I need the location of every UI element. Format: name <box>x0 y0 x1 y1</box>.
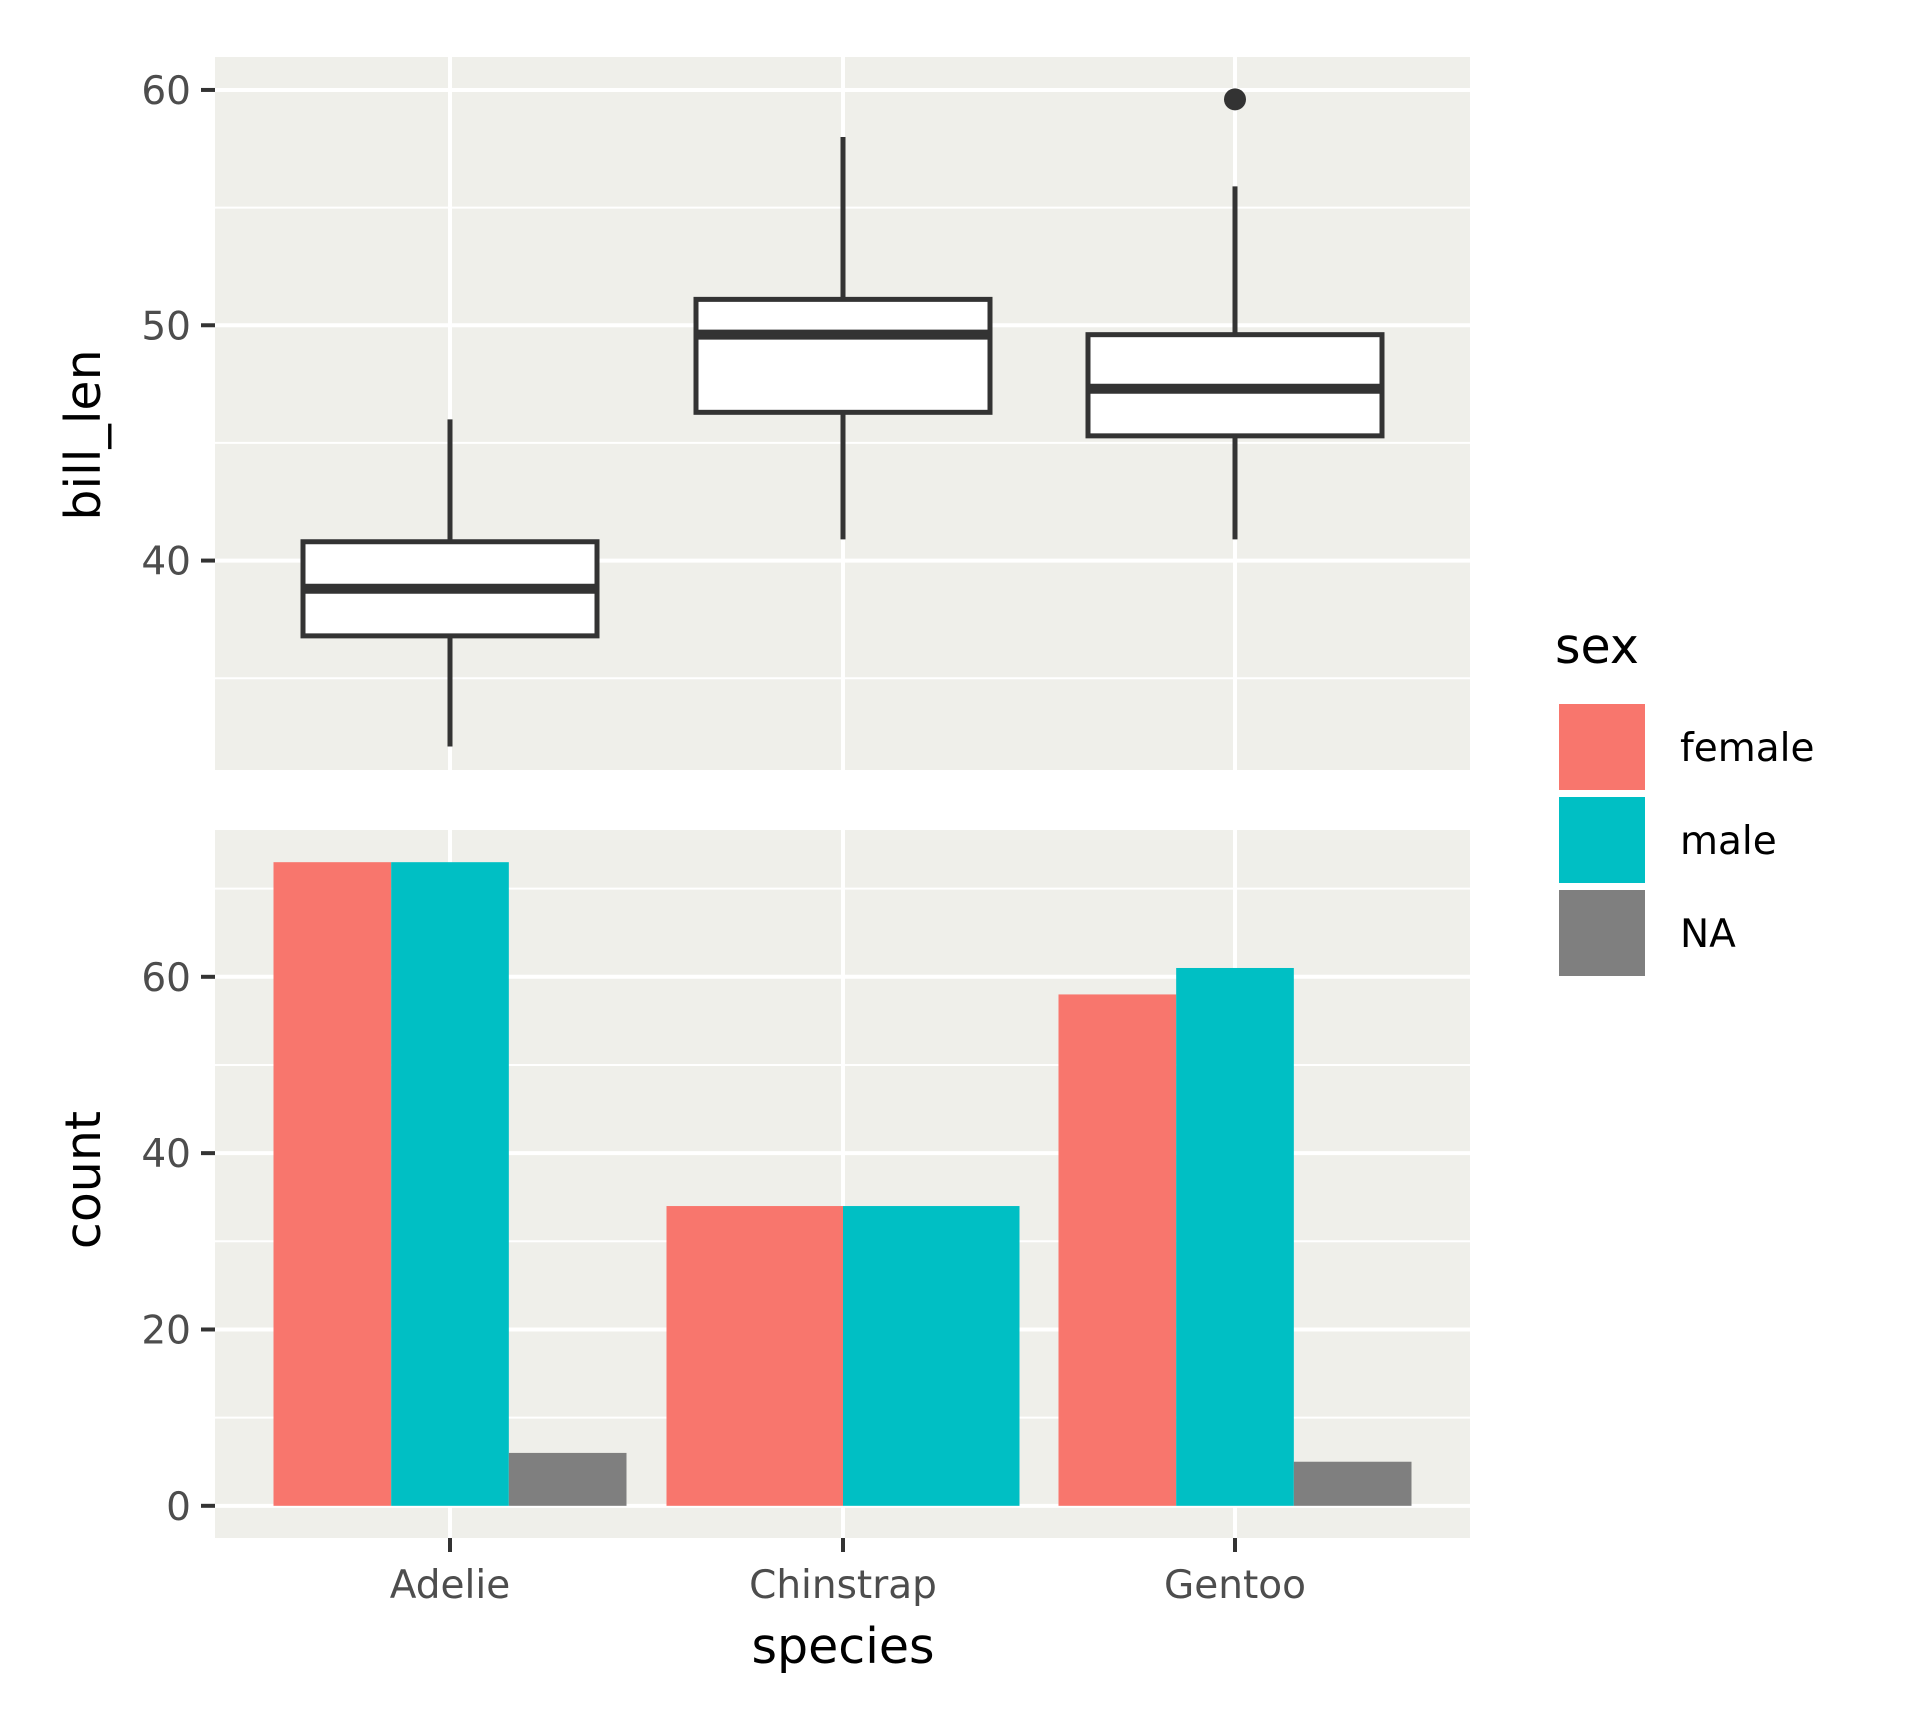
x-tick-label-adelie: Adelie <box>390 1563 510 1608</box>
barchart-y-tick-label: 40 <box>141 1132 191 1177</box>
legend-label-female: female <box>1680 726 1814 771</box>
boxplot-panel: 40 50 60 <box>141 57 1470 770</box>
box-gentoo <box>1085 88 1385 540</box>
y-axis-title-count: count <box>55 1111 112 1249</box>
bar-adelie-male <box>391 862 509 1506</box>
x-axis: Adelie Chinstrap Gentoo <box>390 1538 1306 1608</box>
box-chinstrap <box>693 137 993 540</box>
x-axis-title-species: species <box>751 1618 934 1675</box>
boxplot-y-tick-label: 60 <box>141 69 191 114</box>
iqr-box <box>693 296 993 415</box>
barchart-y-tick-label: 0 <box>166 1485 191 1530</box>
outlier-point <box>1224 88 1246 111</box>
bar-gentoo-female <box>1058 994 1177 1506</box>
bar-gentoo-male <box>1176 967 1294 1506</box>
y-axis-title-bill-len: bill_len <box>55 349 112 520</box>
bar-gentoo-na <box>1293 1461 1412 1506</box>
boxplot-y-tick-label: 50 <box>141 304 191 349</box>
legend-label-na: NA <box>1680 912 1736 957</box>
x-tick-label-chinstrap: Chinstrap <box>749 1563 937 1608</box>
bar-adelie-na <box>508 1452 627 1506</box>
x-tick-label-gentoo: Gentoo <box>1164 1563 1306 1608</box>
barchart-panel: 0 20 40 60 <box>141 830 1470 1538</box>
bar-chinstrap-male <box>843 1206 1020 1506</box>
boxplot-y-tick-label: 40 <box>141 540 191 585</box>
barchart-y-tick-label: 20 <box>141 1308 191 1353</box>
barchart-y-tick-label: 60 <box>141 956 191 1001</box>
box-adelie <box>300 419 600 747</box>
legend-key-female <box>1557 702 1647 792</box>
legend-key-na <box>1557 888 1647 978</box>
legend-title: sex <box>1555 618 1639 675</box>
bar-chinstrap-female <box>666 1206 843 1506</box>
bar-adelie-female <box>273 862 392 1506</box>
legend-key-male <box>1557 795 1647 885</box>
legend-label-male: male <box>1680 819 1777 864</box>
legend: sex female male NA <box>1555 618 1814 978</box>
